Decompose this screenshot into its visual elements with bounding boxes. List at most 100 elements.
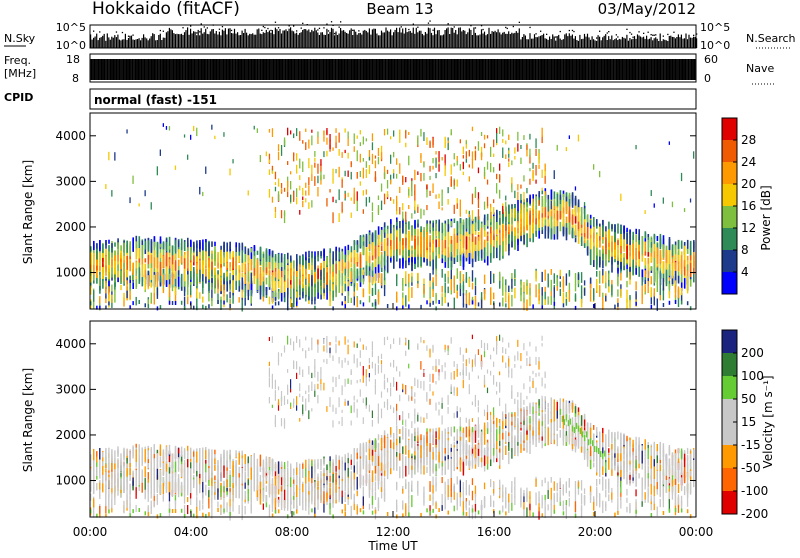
power-cell	[429, 235, 431, 242]
power-cell	[381, 230, 383, 235]
freq-bar	[635, 59, 636, 80]
power-cell	[629, 244, 631, 250]
power-cell	[396, 174, 397, 179]
power-cell	[278, 301, 280, 305]
power-cell	[308, 140, 309, 149]
freq-bar	[143, 59, 144, 80]
noise-search-dot	[163, 31, 164, 32]
power-cell	[420, 173, 421, 181]
freq-bar	[145, 59, 146, 80]
freq-bar	[432, 59, 433, 80]
noise-search-dot	[470, 25, 471, 26]
noise-bar	[234, 29, 235, 48]
noise-bar	[554, 37, 555, 49]
power-cell	[502, 129, 503, 136]
noise-bar	[682, 39, 683, 48]
noise-bar	[181, 34, 182, 48]
power-cell	[478, 302, 480, 306]
freq-bar	[485, 59, 486, 80]
noise-bar	[370, 35, 371, 48]
power-cell	[466, 141, 467, 145]
freq-bar	[454, 59, 455, 80]
power-cell	[487, 180, 488, 185]
power-cell	[187, 251, 189, 265]
freq-bar	[284, 59, 285, 80]
power-cell	[542, 287, 543, 296]
power-cell	[502, 206, 503, 214]
power-cell	[629, 232, 631, 245]
power-cell	[311, 130, 312, 133]
noise-search-dot	[352, 30, 353, 31]
power-cell	[199, 254, 201, 259]
noise-bar	[501, 34, 502, 48]
noise-bar	[134, 40, 135, 48]
noise-bar	[446, 28, 447, 48]
noise-bar	[146, 38, 147, 48]
power-cell	[420, 129, 421, 137]
freq-bar	[630, 59, 631, 80]
power-cell	[375, 274, 376, 284]
power-cell	[626, 281, 627, 287]
freq-bar	[488, 59, 489, 80]
freq-bar	[193, 59, 194, 80]
freq-bar	[443, 59, 444, 80]
power-cell	[305, 269, 306, 275]
power-cell	[448, 277, 449, 283]
power-cell	[351, 246, 353, 252]
power-cell	[502, 242, 504, 256]
noise-bar	[316, 30, 317, 48]
noise-search-dot	[261, 30, 262, 31]
power-cell	[326, 138, 327, 145]
noise-search-dot	[270, 30, 271, 31]
freq-bar	[339, 59, 340, 80]
power-cell	[384, 239, 386, 251]
power-cell	[332, 212, 333, 223]
power-cell	[511, 209, 512, 218]
power-cell	[148, 304, 150, 308]
power-cell	[232, 280, 233, 293]
noise-bar	[513, 33, 514, 48]
freq-bar	[520, 59, 521, 80]
power-cell	[445, 240, 447, 249]
power-cell	[460, 283, 461, 289]
power-cell	[326, 257, 328, 266]
freq-bar	[280, 59, 281, 80]
power-cell	[257, 262, 259, 272]
power-cell	[223, 258, 225, 264]
power-cell	[366, 248, 368, 261]
power-cell	[299, 175, 300, 180]
power-cell	[535, 165, 536, 176]
power-cell	[302, 265, 304, 275]
noise-bar	[572, 35, 573, 49]
noise-bar	[287, 31, 288, 48]
freq-bar	[264, 59, 265, 80]
freq-bar	[348, 59, 349, 80]
noise-bar	[116, 37, 117, 48]
freq-bar	[351, 59, 352, 80]
noise-search-dot	[632, 37, 633, 38]
power-cell	[314, 299, 315, 304]
power-cell	[511, 160, 512, 165]
power-cell	[381, 273, 382, 283]
noise-bar	[496, 32, 497, 48]
noise-search-dot	[673, 32, 674, 33]
freq-bar	[620, 59, 621, 80]
noise-bar	[525, 36, 526, 49]
noise-bar	[278, 31, 279, 48]
power-cell	[508, 295, 509, 302]
freq-bar	[189, 59, 190, 80]
power-cell	[293, 133, 294, 138]
power-cell	[196, 288, 197, 298]
power-cell	[575, 186, 576, 190]
noise-bar	[582, 39, 583, 48]
noise-bar	[235, 34, 236, 48]
power-cell	[284, 188, 285, 192]
power-cell	[566, 202, 568, 214]
power-cell	[142, 241, 144, 246]
freq-bar	[525, 59, 526, 80]
noise-bar	[628, 41, 629, 48]
power-cell	[242, 300, 243, 312]
freq-bar	[160, 59, 161, 80]
power-cell	[372, 154, 373, 164]
noise-bar	[454, 33, 455, 48]
